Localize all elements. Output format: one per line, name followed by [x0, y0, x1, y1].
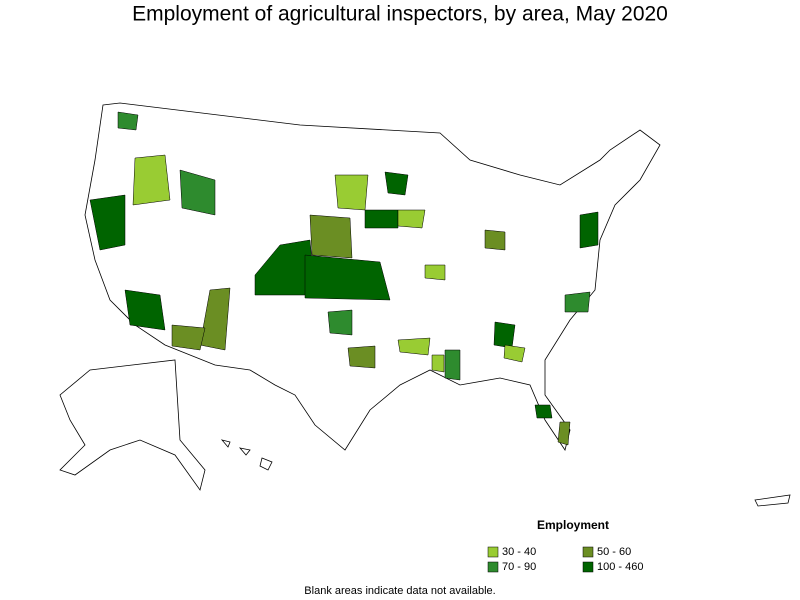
- alaska: [59, 359, 206, 491]
- region: [117, 111, 139, 131]
- region: [179, 169, 216, 216]
- region: [347, 345, 376, 369]
- map: [59, 102, 791, 507]
- footnote: Blank areas indicate data not available.: [304, 585, 495, 597]
- region: [132, 154, 171, 206]
- legend-swatch: [582, 561, 594, 573]
- region: [579, 211, 599, 249]
- region: [557, 421, 571, 446]
- region: [334, 174, 369, 211]
- region: [424, 264, 446, 281]
- legend: Employment 30 - 40 50 - 60 70 - 90 100 - 46…: [487, 518, 643, 573]
- hawaii: [220, 439, 273, 471]
- legend-items: 30 - 40 50 - 60 70 - 90 100 - 460: [487, 546, 643, 573]
- region: [384, 171, 409, 196]
- region: [89, 194, 126, 251]
- region: [493, 321, 516, 349]
- region: [431, 354, 445, 373]
- legend-label: 70 - 90: [502, 561, 536, 573]
- region: [199, 287, 231, 351]
- legend-swatch: [582, 546, 594, 558]
- legend-swatch: [487, 561, 499, 573]
- region: [171, 324, 206, 351]
- region: [534, 404, 553, 419]
- legend-label: 50 - 60: [597, 546, 631, 558]
- legend-swatch: [487, 546, 499, 558]
- region: [397, 209, 426, 229]
- puerto-rico: [754, 494, 791, 507]
- legend-label: 100 - 460: [597, 561, 643, 573]
- region: [503, 344, 526, 363]
- region: [124, 289, 166, 331]
- region: [564, 291, 591, 313]
- region: [364, 209, 399, 229]
- region: [444, 349, 461, 381]
- region: [484, 229, 506, 251]
- legend-title: Employment: [537, 518, 609, 532]
- region: [397, 337, 431, 356]
- legend-label: 30 - 40: [502, 546, 536, 558]
- region: [304, 254, 391, 301]
- region: [327, 309, 353, 336]
- region: [309, 214, 353, 259]
- region: [254, 239, 316, 296]
- map-title: Employment of agricultural inspectors, b…: [132, 3, 668, 26]
